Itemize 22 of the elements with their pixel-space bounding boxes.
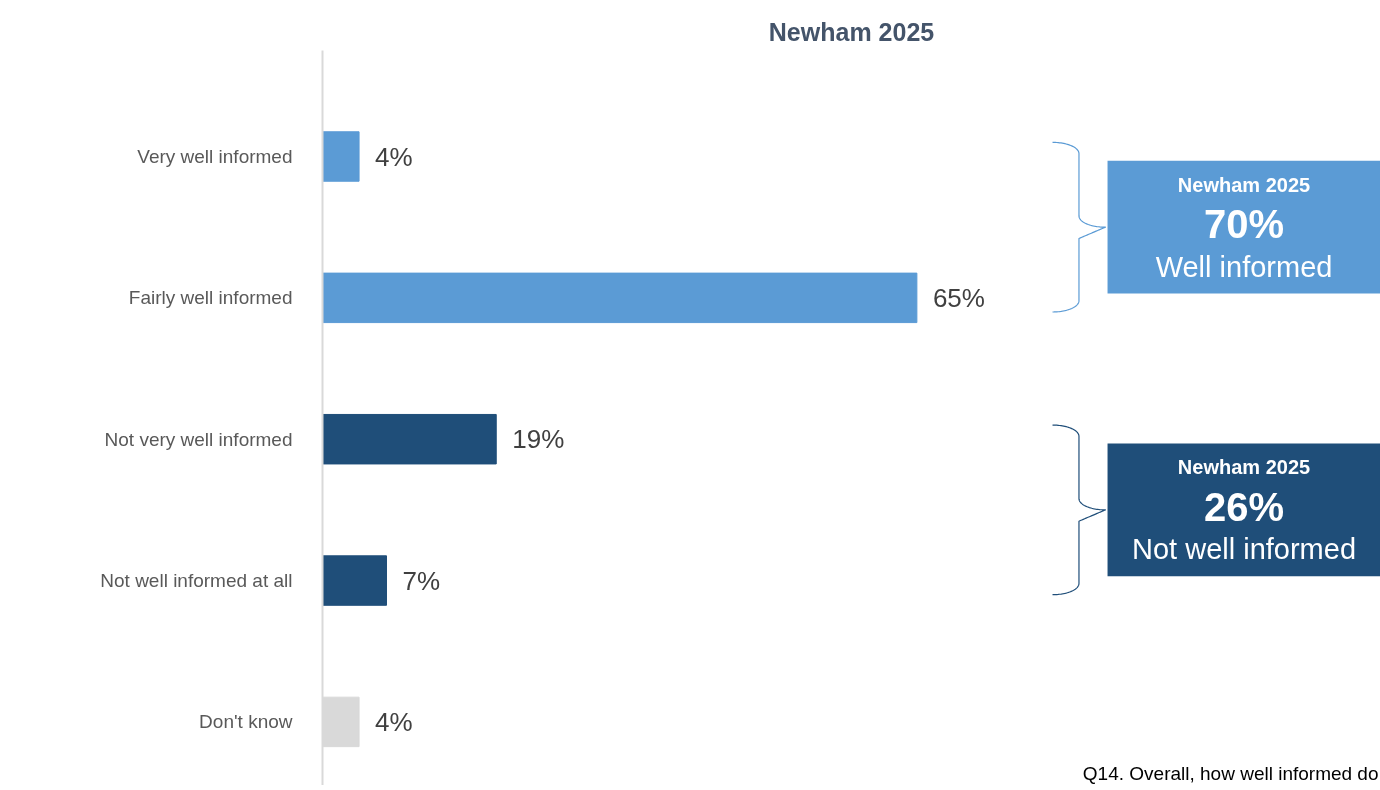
chart-title: Newham 2025 (768, 17, 935, 46)
data-label: 7% (402, 565, 441, 596)
bar (322, 131, 360, 182)
data-label: 19% (512, 424, 565, 455)
text: 70% (1203, 202, 1285, 247)
y-tick-label: Not very well informed (104, 428, 293, 450)
text: 26% (1203, 485, 1285, 530)
y-tick-label: Don't know (199, 711, 293, 733)
text: Well informed (1155, 250, 1333, 283)
text: Q14. Overall, how well informed do (1082, 762, 1379, 784)
data-label: 4% (375, 141, 413, 172)
data-label: 4% (375, 706, 413, 737)
bar (322, 555, 388, 606)
bar (322, 413, 497, 465)
y-tick-label: Very well informed (137, 146, 293, 168)
text: Newham 2025 (1177, 173, 1311, 196)
y-tick-label: Fairly well informed (128, 287, 293, 309)
text: Not well informed (1132, 533, 1357, 566)
y-tick-label: Not well informed at all (100, 570, 293, 592)
data-label: 65% (932, 282, 985, 313)
text: Newham 2025 (1177, 456, 1311, 479)
bar (322, 272, 918, 324)
